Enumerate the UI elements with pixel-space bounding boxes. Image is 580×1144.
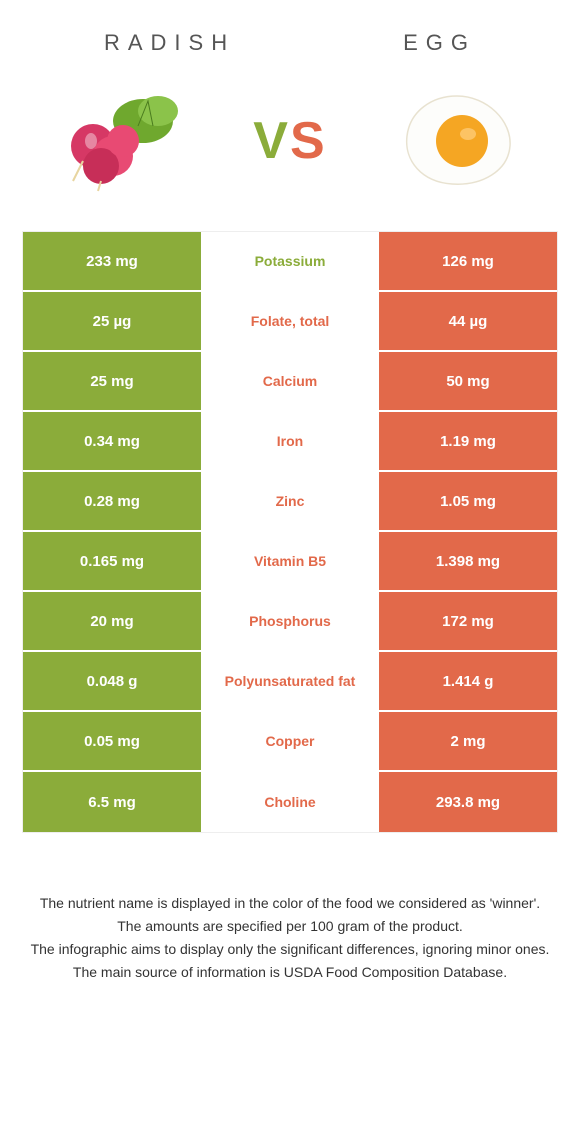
nutrient-label-cell: Phosphorus [201,592,379,650]
right-value-cell: 1.414 g [379,652,557,710]
nutrient-label-cell: Polyunsaturated fat [201,652,379,710]
table-row: 0.05 mgCopper2 mg [23,712,557,772]
right-value-cell: 293.8 mg [379,772,557,832]
left-value-cell: 0.05 mg [23,712,201,770]
egg-image [382,81,532,201]
footer-line-3: The infographic aims to display only the… [30,939,550,960]
right-value-cell: 1.398 mg [379,532,557,590]
vs-v-letter: V [253,112,290,170]
left-value-cell: 6.5 mg [23,772,201,832]
right-value-cell: 126 mg [379,232,557,290]
table-row: 25 mgCalcium50 mg [23,352,557,412]
egg-icon [392,86,522,196]
left-value-cell: 0.165 mg [23,532,201,590]
right-value-cell: 1.05 mg [379,472,557,530]
header: RADISH EGG [0,20,580,61]
images-row: VS [0,61,580,231]
left-value-cell: 25 µg [23,292,201,350]
table-row: 0.048 gPolyunsaturated fat1.414 g [23,652,557,712]
radish-icon [53,86,193,196]
table-row: 6.5 mgCholine293.8 mg [23,772,557,832]
table-row: 20 mgPhosphorus172 mg [23,592,557,652]
footer-line-2: The amounts are specified per 100 gram o… [30,916,550,937]
right-value-cell: 2 mg [379,712,557,770]
table-row: 0.28 mgZinc1.05 mg [23,472,557,532]
nutrient-label-cell: Potassium [201,232,379,290]
left-food-title: RADISH [104,30,235,56]
table-row: 233 mgPotassium126 mg [23,232,557,292]
nutrient-label-cell: Zinc [201,472,379,530]
table-row: 0.34 mgIron1.19 mg [23,412,557,472]
footer-notes: The nutrient name is displayed in the co… [30,893,550,983]
nutrient-label-cell: Folate, total [201,292,379,350]
left-value-cell: 20 mg [23,592,201,650]
footer-line-4: The main source of information is USDA F… [30,962,550,983]
comparison-table: 233 mgPotassium126 mg25 µgFolate, total4… [22,231,558,833]
right-food-title: EGG [403,30,476,56]
vs-s-letter: S [290,112,327,170]
vs-badge: VS [253,111,326,171]
right-value-cell: 1.19 mg [379,412,557,470]
footer-line-1: The nutrient name is displayed in the co… [30,893,550,914]
left-value-cell: 0.28 mg [23,472,201,530]
table-row: 25 µgFolate, total44 µg [23,292,557,352]
right-value-cell: 50 mg [379,352,557,410]
right-value-cell: 44 µg [379,292,557,350]
nutrient-label-cell: Copper [201,712,379,770]
left-value-cell: 25 mg [23,352,201,410]
table-row: 0.165 mgVitamin B51.398 mg [23,532,557,592]
nutrient-label-cell: Vitamin B5 [201,532,379,590]
nutrient-label-cell: Choline [201,772,379,832]
left-value-cell: 233 mg [23,232,201,290]
left-value-cell: 0.048 g [23,652,201,710]
nutrient-label-cell: Iron [201,412,379,470]
right-value-cell: 172 mg [379,592,557,650]
nutrient-label-cell: Calcium [201,352,379,410]
left-value-cell: 0.34 mg [23,412,201,470]
radish-image [48,81,198,201]
